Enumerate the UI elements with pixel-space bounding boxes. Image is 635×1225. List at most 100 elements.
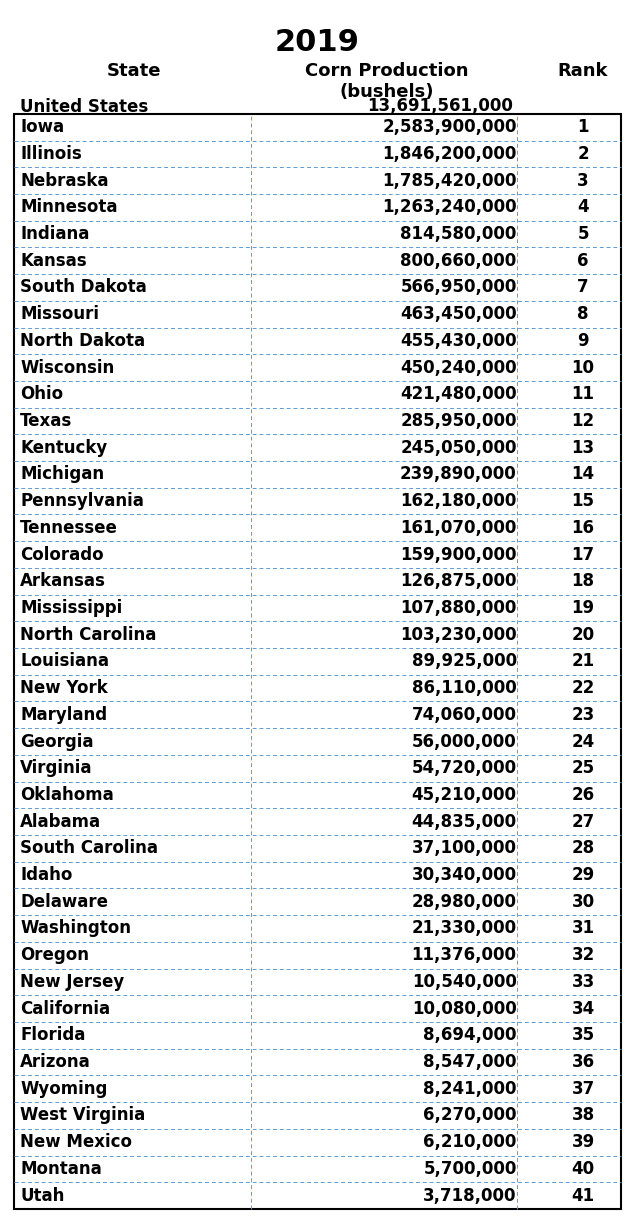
Text: 11,376,000: 11,376,000 [411, 946, 517, 964]
Text: Wyoming: Wyoming [20, 1079, 108, 1098]
Text: 1,263,240,000: 1,263,240,000 [382, 198, 517, 217]
Text: Alabama: Alabama [20, 812, 102, 831]
Text: 39: 39 [572, 1133, 594, 1151]
Text: Texas: Texas [20, 412, 72, 430]
Text: 4: 4 [577, 198, 589, 217]
Text: 41: 41 [572, 1187, 594, 1204]
Text: 28: 28 [572, 839, 594, 858]
Text: 1: 1 [577, 118, 589, 136]
Text: Kentucky: Kentucky [20, 439, 107, 457]
Text: Corn Production
(bushels): Corn Production (bushels) [305, 62, 469, 102]
Text: South Dakota: South Dakota [20, 278, 147, 296]
Text: 37: 37 [572, 1079, 594, 1098]
Text: 6,210,000: 6,210,000 [424, 1133, 517, 1151]
Text: Arizona: Arizona [20, 1054, 91, 1071]
Text: 285,950,000: 285,950,000 [400, 412, 517, 430]
Text: 2019: 2019 [275, 28, 360, 58]
Text: Arkansas: Arkansas [20, 572, 106, 590]
Text: Illinois: Illinois [20, 145, 82, 163]
Text: 162,180,000: 162,180,000 [400, 492, 517, 510]
Text: 35: 35 [572, 1027, 594, 1045]
Text: 566,950,000: 566,950,000 [400, 278, 517, 296]
Text: 3,718,000: 3,718,000 [423, 1187, 517, 1204]
Text: 74,060,000: 74,060,000 [411, 706, 517, 724]
Text: Kansas: Kansas [20, 252, 87, 270]
Text: 161,070,000: 161,070,000 [400, 519, 517, 537]
Text: Mississippi: Mississippi [20, 599, 123, 617]
Text: Pennsylvania: Pennsylvania [20, 492, 144, 510]
Text: 6,270,000: 6,270,000 [423, 1106, 517, 1125]
Text: 455,430,000: 455,430,000 [400, 332, 517, 350]
Text: 814,580,000: 814,580,000 [400, 225, 517, 243]
Text: 38: 38 [572, 1106, 594, 1125]
Text: 86,110,000: 86,110,000 [412, 679, 517, 697]
Text: 21: 21 [572, 653, 594, 670]
Text: 22: 22 [572, 679, 594, 697]
Text: 8,694,000: 8,694,000 [423, 1027, 517, 1045]
Text: 159,900,000: 159,900,000 [400, 545, 517, 564]
Text: 13,691,561,000: 13,691,561,000 [368, 98, 514, 115]
Text: California: California [20, 1000, 110, 1018]
Text: State: State [107, 62, 161, 81]
Text: 17: 17 [572, 545, 594, 564]
Text: 1,785,420,000: 1,785,420,000 [382, 172, 517, 190]
Text: Idaho: Idaho [20, 866, 73, 884]
Text: South Carolina: South Carolina [20, 839, 158, 858]
Text: 239,890,000: 239,890,000 [400, 466, 517, 484]
Text: Rank: Rank [558, 62, 608, 81]
Text: West Virginia: West Virginia [20, 1106, 145, 1125]
Text: New Mexico: New Mexico [20, 1133, 132, 1151]
Text: 26: 26 [572, 786, 594, 804]
Text: 13: 13 [572, 439, 594, 457]
Text: Montana: Montana [20, 1160, 102, 1178]
Text: North Carolina: North Carolina [20, 626, 157, 643]
Text: 24: 24 [572, 733, 594, 751]
Text: 45,210,000: 45,210,000 [411, 786, 517, 804]
Text: 463,450,000: 463,450,000 [400, 305, 517, 323]
Text: 10: 10 [572, 359, 594, 376]
Text: 2,583,900,000: 2,583,900,000 [382, 118, 517, 136]
Text: Washington: Washington [20, 920, 131, 937]
Text: 7: 7 [577, 278, 589, 296]
Text: 2: 2 [577, 145, 589, 163]
Text: Delaware: Delaware [20, 893, 109, 910]
Text: 8: 8 [577, 305, 589, 323]
Text: Iowa: Iowa [20, 118, 65, 136]
Text: 245,050,000: 245,050,000 [400, 439, 517, 457]
Text: 107,880,000: 107,880,000 [400, 599, 517, 617]
Text: 9: 9 [577, 332, 589, 350]
Text: 89,925,000: 89,925,000 [411, 653, 517, 670]
Text: Michigan: Michigan [20, 466, 105, 484]
Text: Wisconsin: Wisconsin [20, 359, 114, 376]
Text: 14: 14 [572, 466, 594, 484]
Text: 31: 31 [572, 920, 594, 937]
Text: 27: 27 [572, 812, 594, 831]
Text: 33: 33 [572, 973, 594, 991]
Text: 56,000,000: 56,000,000 [412, 733, 517, 751]
Text: Oregon: Oregon [20, 946, 90, 964]
Text: 421,480,000: 421,480,000 [400, 386, 517, 403]
Text: 10,540,000: 10,540,000 [411, 973, 517, 991]
Text: 3: 3 [577, 172, 589, 190]
Text: 6: 6 [577, 252, 589, 270]
Text: 16: 16 [572, 519, 594, 537]
Text: Ohio: Ohio [20, 386, 64, 403]
Text: 10,080,000: 10,080,000 [412, 1000, 517, 1018]
Text: 40: 40 [572, 1160, 594, 1178]
Text: 450,240,000: 450,240,000 [400, 359, 517, 376]
Text: 29: 29 [572, 866, 594, 884]
Text: Utah: Utah [20, 1187, 65, 1204]
Text: 30: 30 [572, 893, 594, 910]
Text: 19: 19 [572, 599, 594, 617]
Text: Colorado: Colorado [20, 545, 104, 564]
Bar [14, 114, 621, 1209]
Text: Virginia: Virginia [20, 760, 93, 777]
Text: Missouri: Missouri [20, 305, 99, 323]
Text: Nebraska: Nebraska [20, 172, 109, 190]
Text: Louisiana: Louisiana [20, 653, 109, 670]
Text: Indiana: Indiana [20, 225, 90, 243]
Text: 8,241,000: 8,241,000 [423, 1079, 517, 1098]
Text: 23: 23 [572, 706, 594, 724]
Text: United States: United States [20, 98, 149, 115]
Text: 11: 11 [572, 386, 594, 403]
